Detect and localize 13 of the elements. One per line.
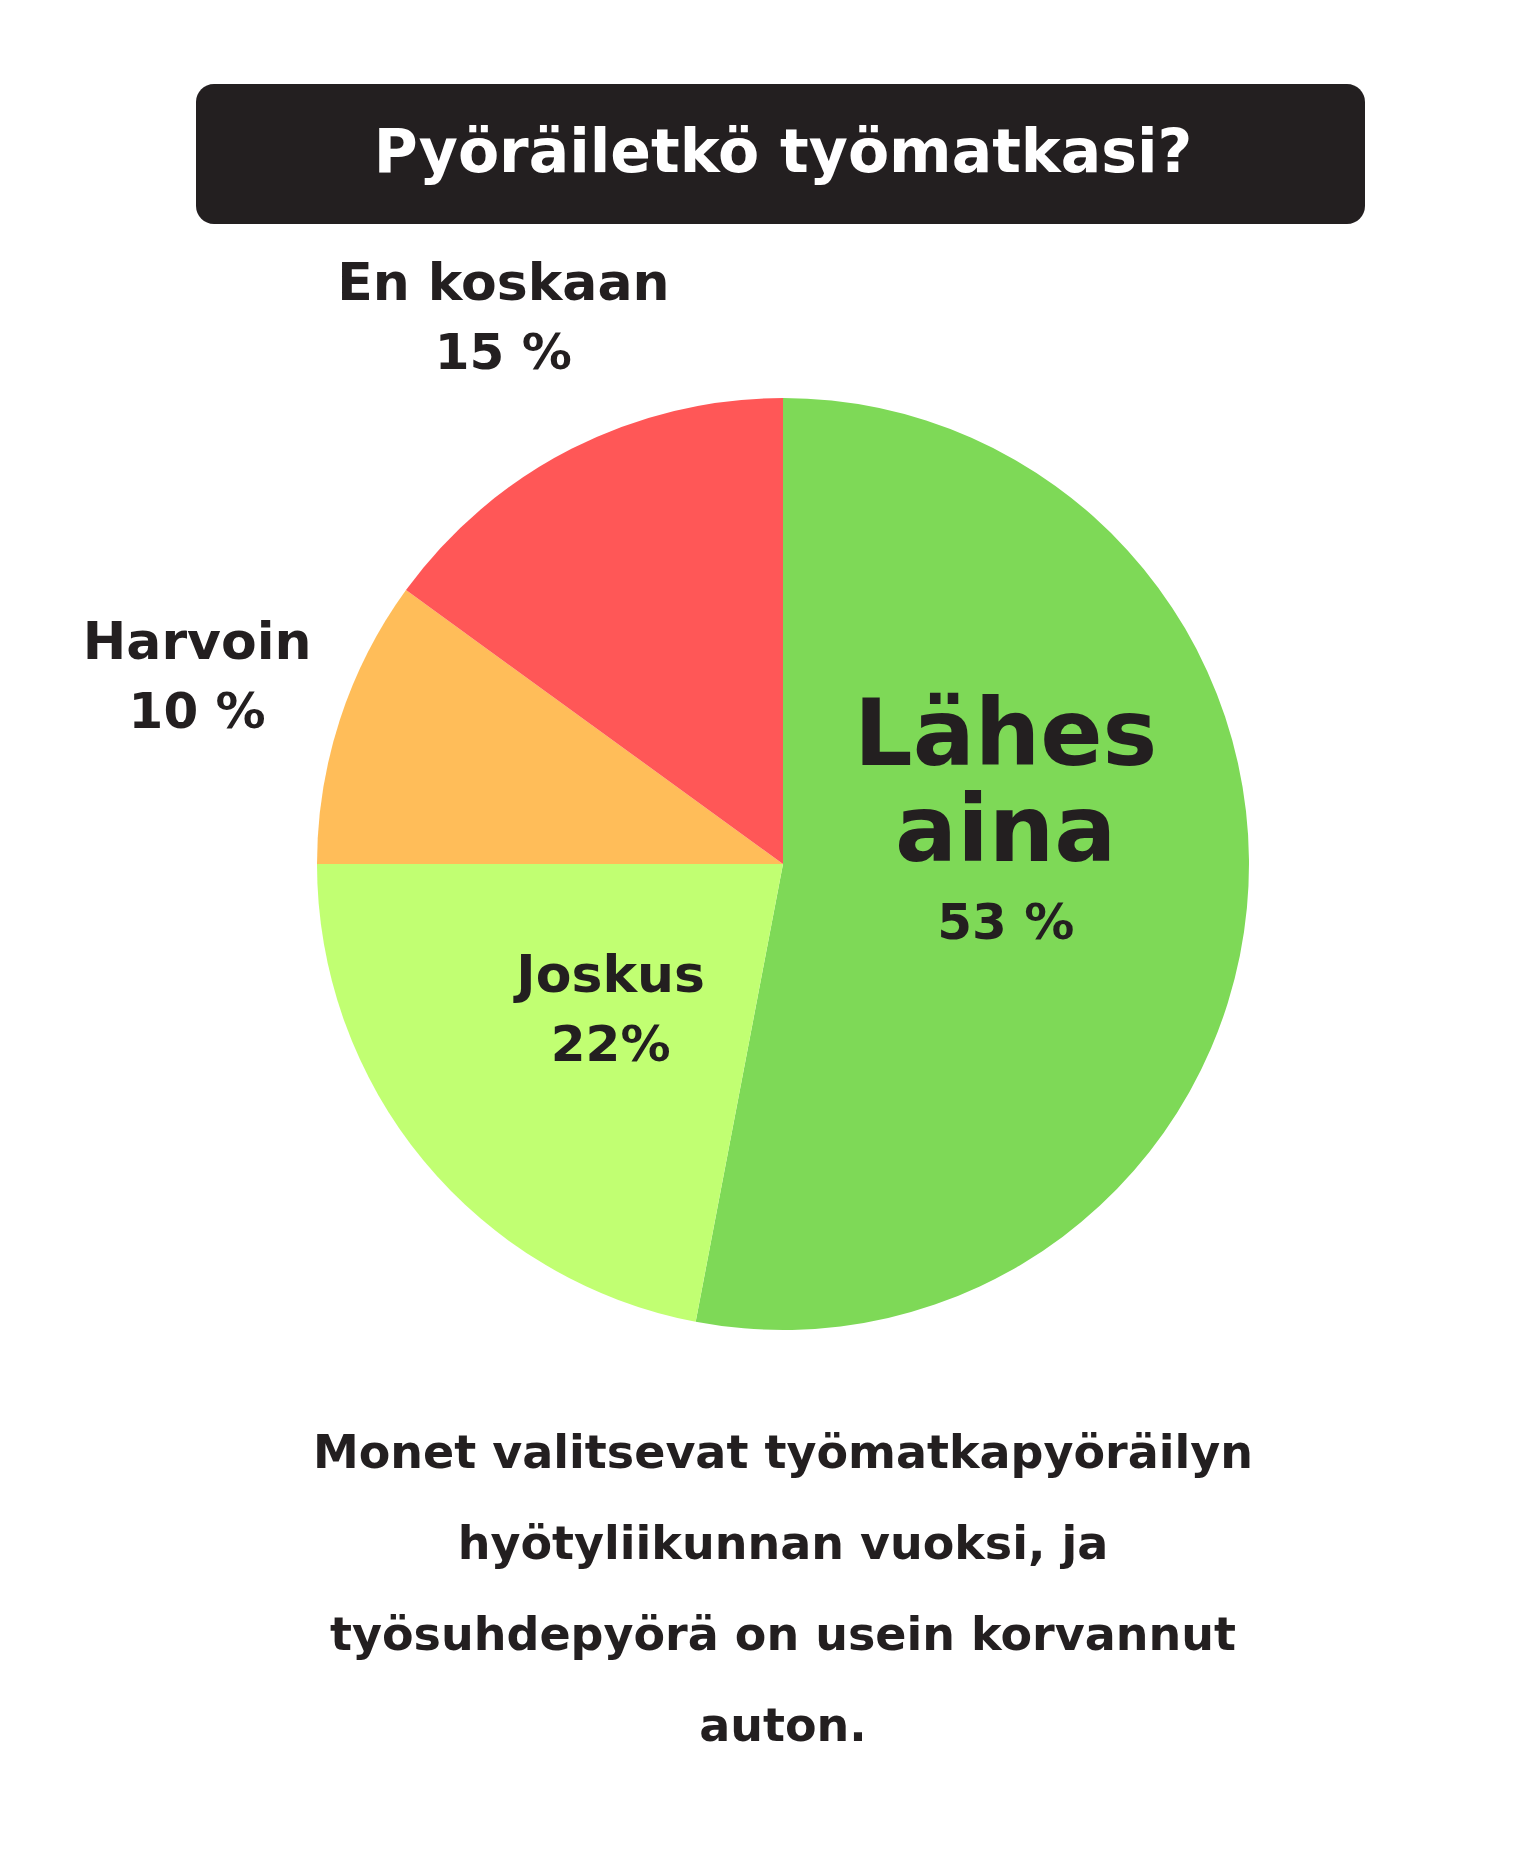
data-label: 10 %	[128, 681, 266, 740]
data-label: 15 %	[434, 323, 572, 382]
pie-slice	[317, 864, 783, 1322]
pie-slice	[317, 590, 783, 864]
slice-label: Joskus	[513, 943, 705, 1004]
pie-slice	[406, 398, 783, 864]
chart-title: Pyöräiletkö työmatkasi?	[373, 116, 1193, 186]
text: Monet valitsevat työmatkapyöräilyn hyötyliikunnan vuoksi, ja työsuhdepyörä on usein korvannut auton.	[312, 1425, 1254, 1752]
slice-label: En koskaan	[337, 252, 670, 313]
slice-label: Harvoin	[82, 610, 312, 671]
data-label: 22%	[550, 1014, 671, 1073]
data-label: 53 %	[937, 893, 1075, 952]
slice-label: Lähes aina	[854, 680, 1158, 884]
